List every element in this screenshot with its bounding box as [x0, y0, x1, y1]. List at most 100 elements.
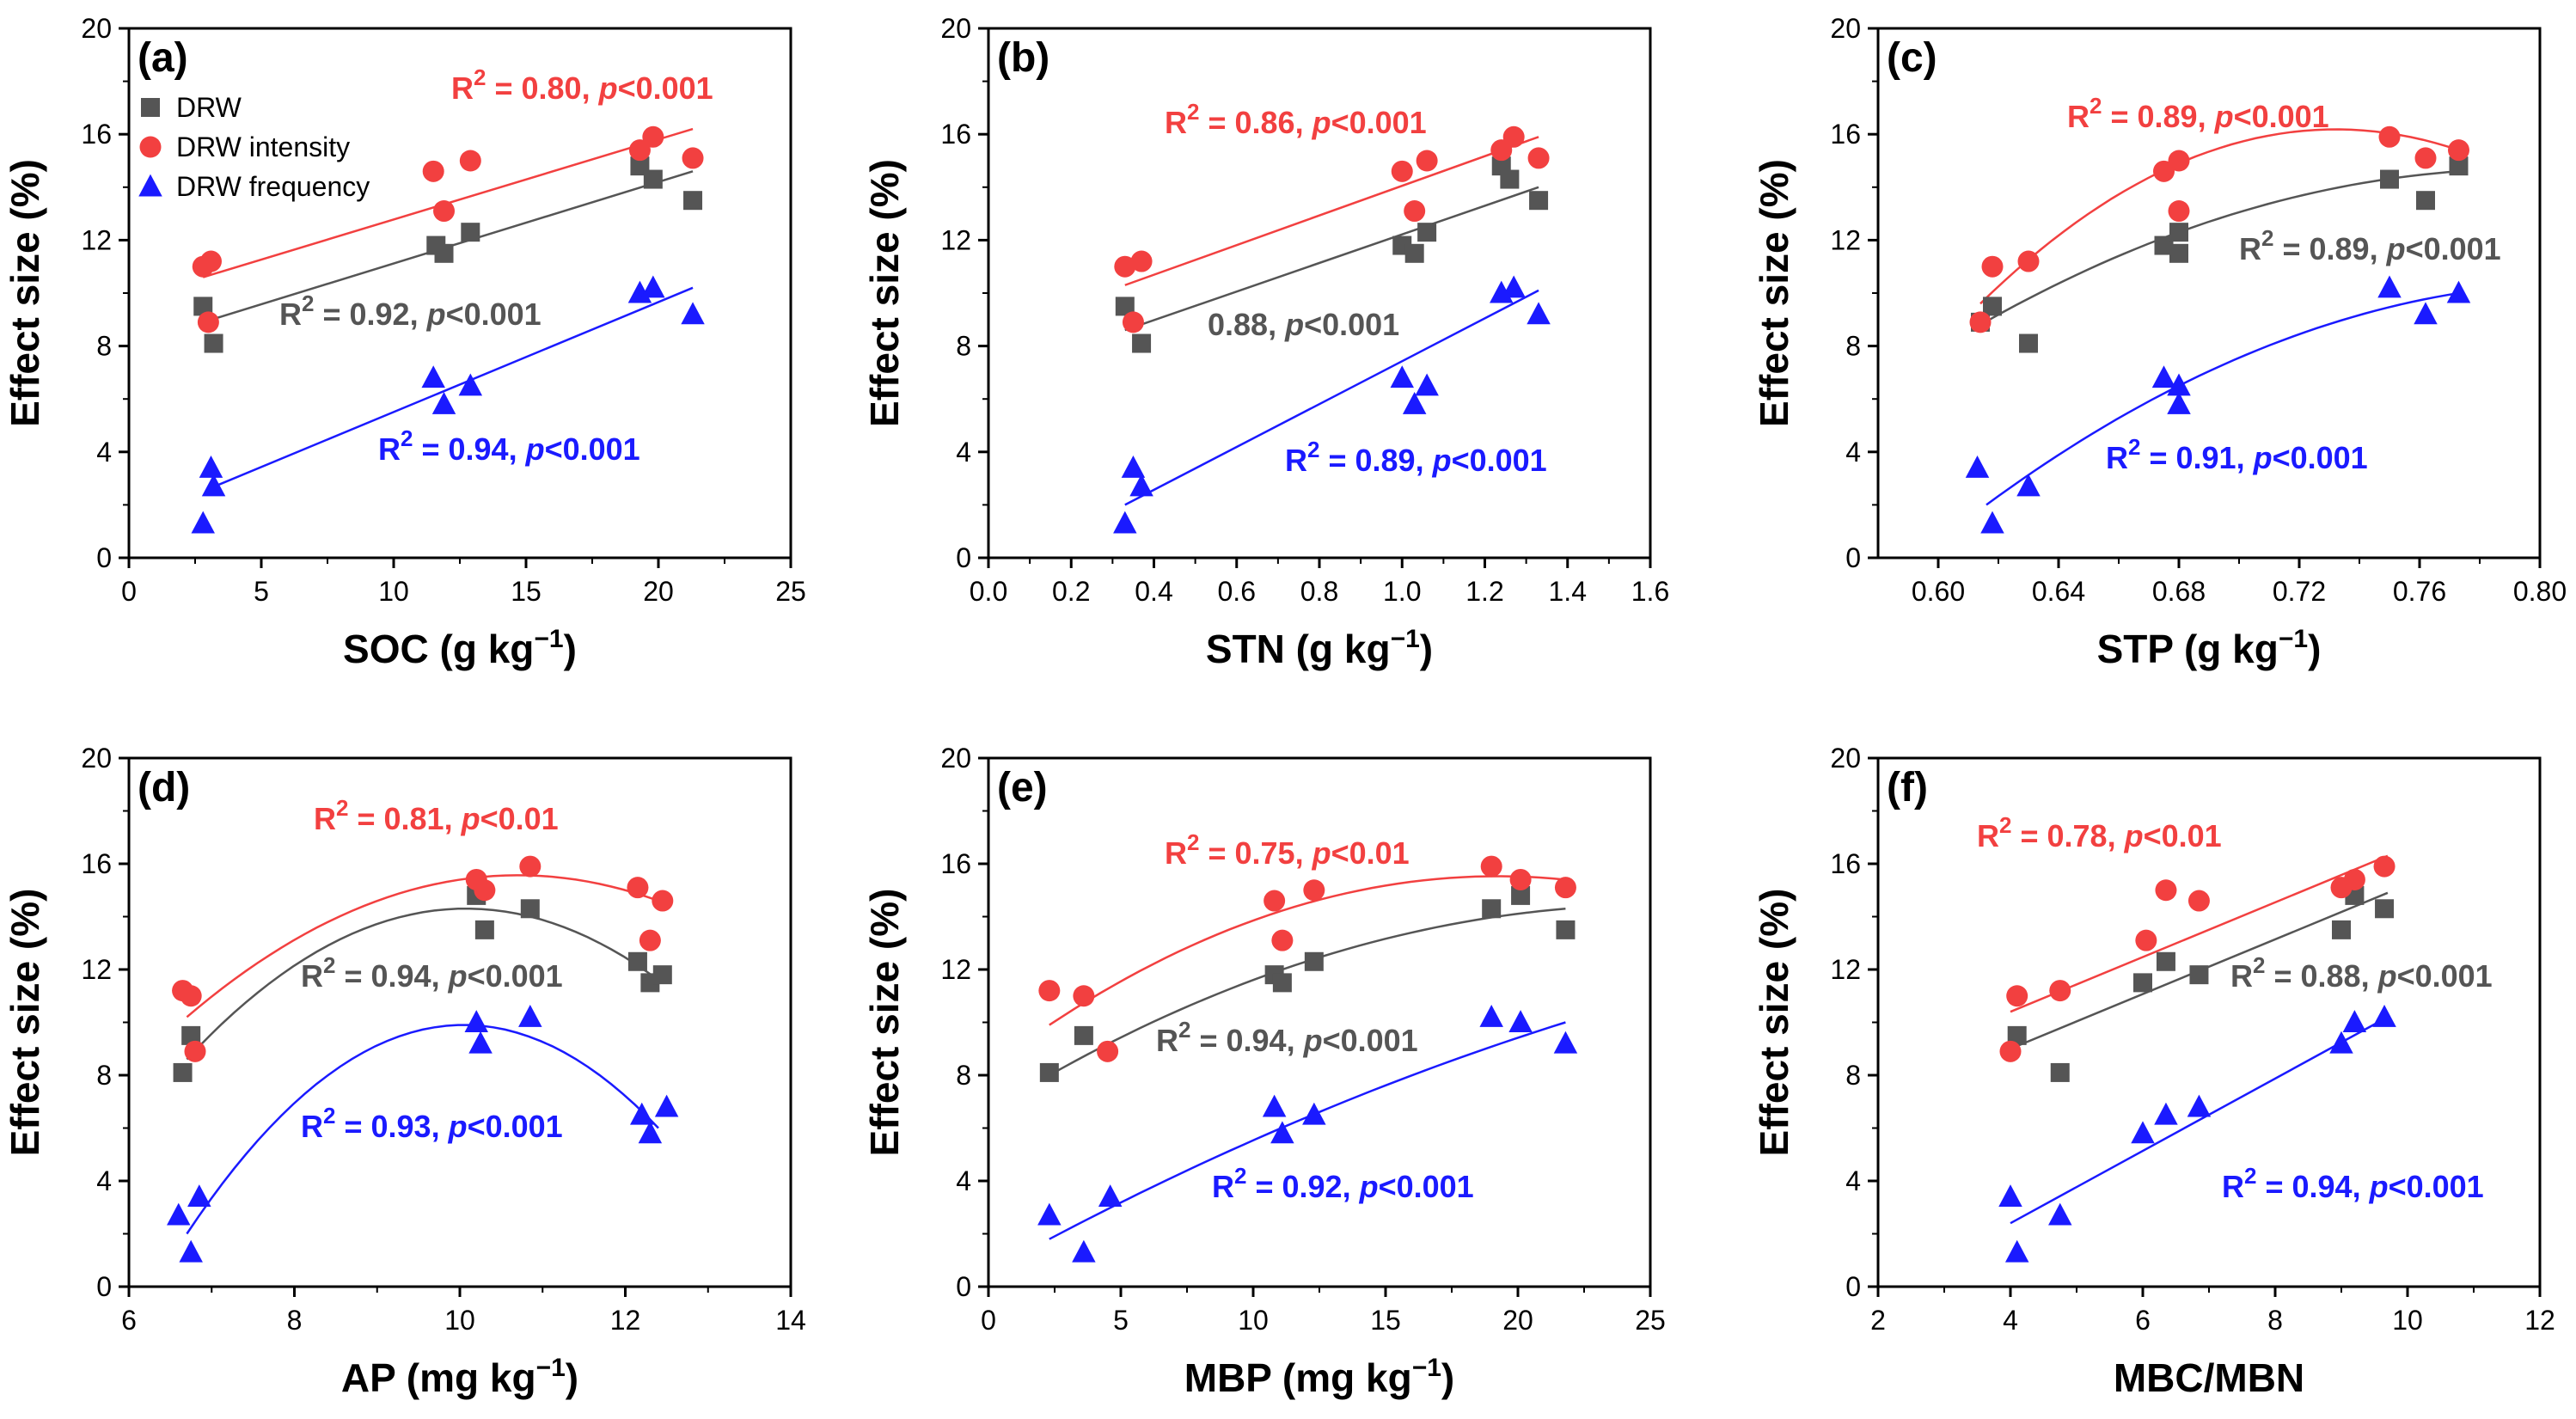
data-point-drw-intensity	[197, 311, 219, 333]
data-point-drw-intensity	[422, 160, 444, 182]
data-point-drw-intensity	[2168, 200, 2190, 223]
p-symbol: p	[2253, 440, 2273, 475]
p-value: <0.001	[1379, 1169, 1474, 1204]
data-point-drw	[1074, 1025, 1093, 1045]
data-point-drw-intensity	[1981, 255, 2004, 278]
y-tick-label: 0	[956, 1271, 971, 1302]
data-point-drw-intensity	[2414, 147, 2437, 169]
x-axis-label-close: )	[1441, 1355, 1454, 1400]
data-point-drw	[2416, 191, 2435, 211]
data-point-drw-intensity	[1303, 879, 1325, 902]
data-point-drw-intensity	[1554, 877, 1576, 899]
data-point-drw-frequency	[1270, 1121, 1294, 1144]
legend-marker	[138, 174, 162, 197]
data-point-drw-frequency	[187, 1184, 211, 1207]
data-point-drw-frequency	[1129, 474, 1153, 497]
r2-sup: 2	[1187, 99, 1199, 125]
p-value: <0.001	[2234, 99, 2329, 134]
data-point-drw-intensity	[2187, 890, 2210, 912]
p-value: <0.001	[2273, 440, 2368, 475]
p-value: <0.001	[468, 958, 563, 994]
data-point-drw	[1556, 920, 1576, 939]
x-axis-label: MBP (mg kg−1)	[1184, 1354, 1455, 1400]
data-point-drw	[1500, 169, 1520, 189]
x-axis-label-text: MBP (mg kg	[1184, 1355, 1412, 1400]
data-point-drw-intensity	[199, 250, 222, 272]
data-point-drw	[2169, 243, 2188, 263]
r2-annotation: R2 = 0.81, p<0.01	[314, 795, 559, 836]
data-point-drw-frequency	[1502, 275, 1526, 298]
data-point-drw-frequency	[654, 1094, 679, 1117]
r2-annotation: R2 = 0.94, p<0.001	[2222, 1163, 2484, 1204]
x-axis-label-sup: −1	[2279, 625, 2308, 653]
r2-label: R	[1285, 443, 1307, 478]
x-axis-label-close: )	[2308, 627, 2321, 671]
fit-line-drw-intensity	[1979, 128, 2459, 305]
r2-value: 0.88,	[1208, 307, 1285, 342]
p-symbol: p	[1284, 307, 1304, 342]
data-point-drw-intensity	[1416, 150, 1438, 172]
y-tick-label: 8	[956, 1060, 971, 1091]
data-point-drw-frequency	[1390, 365, 1414, 388]
data-point-drw-frequency	[1415, 373, 1439, 396]
r2-label: R	[314, 801, 336, 836]
y-tick-label: 12	[81, 224, 112, 255]
p-symbol: p	[2386, 231, 2406, 266]
x-axis-label-text: AP (mg kg	[341, 1355, 536, 1400]
data-point-drw-intensity	[652, 890, 674, 912]
fit-line-drw-intensity	[186, 874, 659, 1018]
p-symbol: p	[1303, 1023, 1323, 1058]
fit-line-drw-intensity	[1049, 875, 1566, 1026]
data-point-drw	[461, 223, 480, 242]
r2-value: = 0.86,	[1199, 105, 1312, 140]
r2-label: R	[451, 70, 474, 106]
data-point-drw-intensity	[1130, 250, 1153, 272]
data-point-drw-frequency	[1479, 1005, 1503, 1027]
data-point-drw-frequency	[2167, 373, 2191, 396]
y-tick-label: 8	[96, 331, 112, 362]
data-point-drw-intensity	[2135, 929, 2157, 951]
fit-line-drw	[186, 907, 659, 1061]
x-tick-label: 0.80	[2513, 576, 2567, 607]
y-tick-label: 16	[940, 848, 971, 879]
data-point-drw-frequency	[2372, 1005, 2396, 1027]
r2-label: R	[1156, 1023, 1178, 1058]
fit-line-drw-frequency	[2010, 1016, 2389, 1225]
data-point-drw-frequency	[1121, 455, 1146, 478]
data-point-drw-frequency	[1998, 1184, 2022, 1207]
y-axis-label: Effect size (%)	[862, 159, 907, 427]
data-point-drw-frequency	[1527, 302, 1551, 325]
p-symbol: p	[448, 1109, 468, 1144]
r2-annotation: R2 = 0.80, p<0.001	[451, 64, 713, 106]
data-point-drw	[1304, 951, 1324, 971]
data-point-drw-intensity	[642, 125, 664, 148]
data-point-drw-intensity	[2153, 160, 2175, 182]
x-axis-label-text: STP (g kg	[2097, 627, 2279, 671]
x-axis-label-sup: −1	[534, 625, 563, 653]
y-tick-label: 16	[1830, 119, 1861, 150]
r2-value: = 0.92,	[314, 297, 426, 332]
x-tick-label: 8	[2267, 1305, 2283, 1336]
data-point-drw	[1272, 973, 1292, 993]
y-tick-label: 20	[1830, 743, 1861, 774]
y-tick-label: 12	[81, 954, 112, 985]
y-tick-label: 4	[956, 1165, 971, 1196]
p-value: <0.01	[480, 801, 559, 836]
data-point-drw-intensity	[1073, 985, 1095, 1007]
x-tick-label: 6	[2135, 1305, 2151, 1336]
data-point-drw-intensity	[1391, 160, 1413, 182]
data-point-drw-intensity	[1969, 311, 1992, 333]
p-symbol: p	[1312, 105, 1331, 140]
data-point-drw-intensity	[2448, 139, 2469, 162]
data-point-drw-frequency	[2446, 280, 2471, 303]
data-point-drw	[2449, 156, 2469, 176]
r2-value: = 0.94,	[335, 958, 448, 994]
data-point-drw	[1132, 333, 1152, 353]
p-value: <0.001	[1452, 443, 1547, 478]
panel-label: (c)	[1887, 35, 1937, 81]
panel-label: (b)	[997, 35, 1049, 81]
data-point-drw	[1511, 885, 1531, 905]
r2-label: R	[2222, 1169, 2244, 1204]
r2-sup: 2	[1178, 1017, 1190, 1043]
p-symbol: p	[426, 297, 446, 332]
